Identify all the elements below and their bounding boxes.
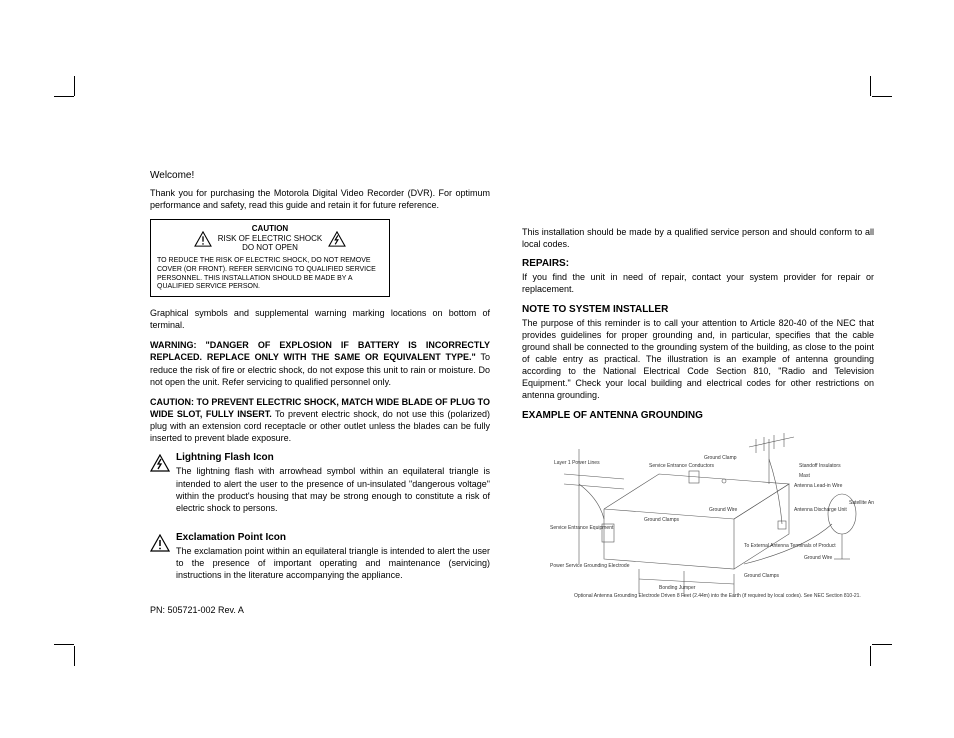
- caution-body-text: TO REDUCE THE RISK OF ELECTRIC SHOCK, DO…: [157, 257, 383, 292]
- diagram-label: Ground Clamps: [744, 573, 780, 579]
- diagram-label: Service Entrance Equipment: [550, 525, 614, 531]
- warning-paragraph: WARNING: "DANGER OF EXPLOSION IF BATTERY…: [150, 339, 490, 388]
- exclamation-body: The exclamation point within an equilate…: [176, 545, 490, 581]
- diagram-label: Ground Wire: [804, 555, 833, 561]
- diagram-label: Optional Antenna Grounding Electrode Dri…: [574, 593, 861, 599]
- diagram-label: Mast: [799, 473, 810, 479]
- installer-heading: NOTE TO SYSTEM INSTALLER: [522, 304, 874, 315]
- diagram-label: Bonding Jumper: [659, 585, 696, 591]
- lightning-triangle-icon: [150, 454, 170, 472]
- repairs-heading: REPAIRS:: [522, 258, 874, 269]
- caution-title: CAUTION RISK OF ELECTRIC SHOCK DO NOT OP…: [218, 224, 322, 253]
- diagram-label: Ground Clamps: [644, 517, 680, 523]
- intro-text: Thank you for purchasing the Motorola Di…: [150, 187, 490, 211]
- diagram-label: Ground Clamp: [704, 455, 737, 461]
- lightning-heading: Lightning Flash Icon: [176, 452, 490, 463]
- diagram-label: Service Entrance Conductors: [649, 463, 715, 469]
- part-number: PN: 505721-002 Rev. A: [150, 605, 490, 615]
- right-column: This installation should be made by a qu…: [522, 170, 874, 628]
- install-note: This installation should be made by a qu…: [522, 226, 874, 250]
- left-column: Welcome! Thank you for purchasing the Mo…: [150, 170, 490, 628]
- lightning-body: The lightning flash with arrowhead symbo…: [176, 465, 490, 514]
- caution-box: CAUTION RISK OF ELECTRIC SHOCK DO NOT OP…: [150, 219, 390, 297]
- grounding-diagram: Layer 1 Power Lines Service Entrance Con…: [544, 429, 874, 599]
- exclamation-triangle-icon: [150, 534, 170, 552]
- page-content: Welcome! Thank you for purchasing the Mo…: [150, 170, 874, 628]
- warning-label: WARNING:: [150, 340, 197, 350]
- caution-paragraph: CAUTION: TO PREVENT ELECTRIC SHOCK, MATC…: [150, 396, 490, 445]
- exclamation-section: Exclamation Point Icon The exclamation p…: [150, 532, 490, 589]
- diagram-label: Standoff Insulators: [799, 463, 841, 469]
- diagram-label: Ground Wire: [709, 507, 738, 513]
- diagram-label: Layer 1 Power Lines: [554, 460, 600, 466]
- welcome-heading: Welcome!: [150, 170, 490, 181]
- exclamation-heading: Exclamation Point Icon: [176, 532, 490, 543]
- installer-body: The purpose of this reminder is to call …: [522, 317, 874, 402]
- diagram-label: To External Antenna Terminals of Product: [744, 543, 836, 549]
- caution-label: CAUTION:: [150, 397, 194, 407]
- lightning-section: Lightning Flash Icon The lightning flash…: [150, 452, 490, 522]
- diagram-label: Antenna Discharge Unit: [794, 507, 847, 513]
- diagram-label: Antenna Lead-in Wire: [794, 483, 843, 489]
- diagram-label: Satellite Antenna: [849, 500, 874, 506]
- repairs-body: If you find the unit in need of repair, …: [522, 271, 874, 295]
- grounding-heading: EXAMPLE OF ANTENNA GROUNDING: [522, 410, 874, 421]
- graphical-note: Graphical symbols and supplemental warni…: [150, 307, 490, 331]
- lightning-triangle-icon: [328, 231, 346, 247]
- warning-bold: "DANGER OF EXPLOSION IF BATTERY IS INCOR…: [150, 340, 490, 362]
- diagram-label: Power Service Grounding Electrode: [550, 563, 630, 569]
- exclamation-triangle-icon: [194, 231, 212, 247]
